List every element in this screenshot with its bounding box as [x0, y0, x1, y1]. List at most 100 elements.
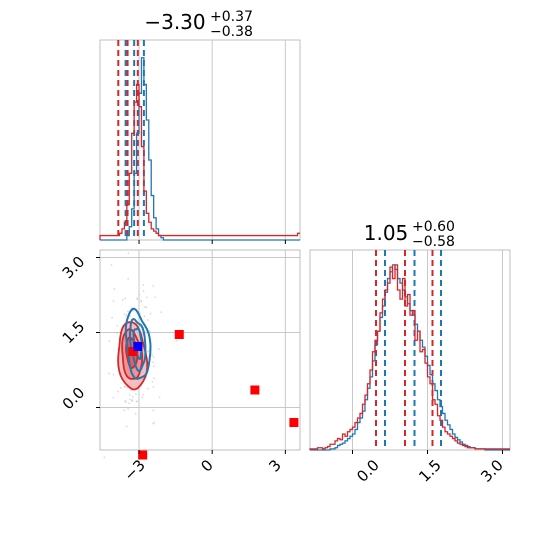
sample-point: [158, 348, 160, 350]
y-tick-label: 3.0: [59, 253, 89, 283]
sample-point: [147, 350, 150, 352]
histogram-param0-grid: [138, 40, 286, 240]
sample-point: [145, 296, 148, 299]
sample-point: [123, 409, 126, 412]
sample-point: [129, 398, 131, 401]
y-tick-label: 1.5: [59, 318, 89, 348]
sample-point: [116, 325, 119, 327]
sample-point: [134, 412, 137, 415]
sample-point: [128, 393, 131, 396]
histogram-param0-series: [99, 57, 300, 241]
sample-point: [131, 395, 134, 398]
sample-point: [152, 285, 155, 287]
sample-point: [142, 290, 145, 292]
sample-point: [136, 297, 139, 300]
sample-point: [152, 356, 155, 358]
sample-point: [127, 252, 130, 255]
sample-point: [152, 385, 155, 388]
y-tick-label: 0.0: [59, 384, 89, 414]
sample-point: [112, 373, 115, 376]
sample-point: [135, 400, 138, 403]
sample-point: [151, 380, 154, 383]
sample-point: [146, 387, 149, 390]
sample-point: [112, 300, 115, 303]
red-marker: [128, 347, 138, 356]
sample-point: [142, 393, 145, 396]
param0-title-lower: −0.38: [210, 24, 253, 40]
sample-point: [154, 296, 157, 299]
sample-point: [125, 314, 128, 317]
sample-point: [152, 365, 155, 368]
sample-point: [127, 278, 130, 280]
param1-title-lower: −0.58: [412, 234, 455, 250]
param0-title-value: −3.30: [144, 10, 205, 34]
sample-point: [112, 396, 115, 399]
histogram-param1-frame: [309, 249, 511, 451]
red-marker: [289, 418, 299, 427]
sample-point: [140, 301, 143, 303]
sample-point: [119, 387, 122, 389]
histogram-param1-x-tick-labels: 0.0 1.5 3.0: [353, 456, 507, 486]
sample-point: [116, 332, 119, 334]
sample-point: [134, 393, 137, 396]
sample-point: [138, 293, 141, 296]
joint-distribution-markers: [128, 330, 299, 460]
x-tick-label: 0: [197, 456, 216, 475]
joint-distribution-y-tick-labels: 0.0 1.5 3.0: [59, 253, 89, 414]
sample-point: [132, 310, 134, 312]
sample-point: [110, 264, 113, 266]
param1-title-value: 1.05: [364, 221, 409, 245]
histogram-param0-frame: [99, 39, 301, 241]
x-tick-label: 3: [265, 456, 284, 475]
sample-point: [160, 311, 163, 314]
series-b-contour: [129, 318, 147, 373]
histogram-param1-panel: 0.0 1.5 3.0 1.05 +0.60 −0.58: [309, 219, 511, 486]
sample-point: [158, 396, 161, 399]
sample-point: [121, 298, 124, 301]
histogram-param1-series: [309, 264, 510, 451]
sample-point: [123, 385, 126, 388]
histogram-param0-ticks: [138, 240, 286, 244]
sample-point: [152, 409, 155, 412]
sample-point: [152, 361, 154, 364]
sample-point: [151, 354, 154, 357]
sample-point: [149, 312, 152, 315]
sample-point: [145, 306, 148, 308]
series-b-histogram: [100, 57, 300, 241]
series-b-contour: [124, 307, 152, 380]
sample-point: [131, 400, 133, 402]
sample-point: [108, 372, 111, 375]
x-tick-label: 0.0: [353, 456, 383, 486]
sample-point: [141, 396, 144, 399]
sample-point: [128, 402, 131, 405]
sample-point: [124, 401, 127, 403]
x-tick-label: 3.0: [477, 456, 507, 486]
param1-title-upper: +0.60: [412, 219, 455, 235]
sample-point: [144, 306, 146, 309]
red-marker: [138, 450, 148, 460]
sample-point: [124, 297, 127, 300]
sample-point: [125, 425, 128, 428]
sample-point: [153, 421, 155, 424]
joint-distribution-ticks: [96, 257, 286, 454]
sample-point: [123, 313, 126, 316]
x-tick-label: −3: [120, 456, 148, 484]
sample-point: [148, 330, 151, 332]
sample-point: [127, 408, 130, 410]
histogram-param1-grid: [352, 250, 503, 450]
sample-point: [140, 299, 143, 302]
param0-title-upper: +0.37: [210, 9, 253, 25]
red-marker: [174, 330, 184, 339]
sample-point: [175, 340, 178, 342]
sample-point: [103, 456, 106, 459]
x-tick-label: 1.5: [415, 456, 445, 486]
sample-point: [113, 288, 116, 290]
sample-point: [130, 389, 132, 392]
histogram-param1-ticks: [352, 450, 503, 454]
sample-point: [153, 377, 156, 380]
sample-point: [147, 319, 149, 321]
sample-point: [139, 312, 142, 315]
joint-distribution-panel: −3 0 3 0.0 1.5 3.0: [59, 249, 301, 484]
sample-point: [108, 340, 111, 343]
